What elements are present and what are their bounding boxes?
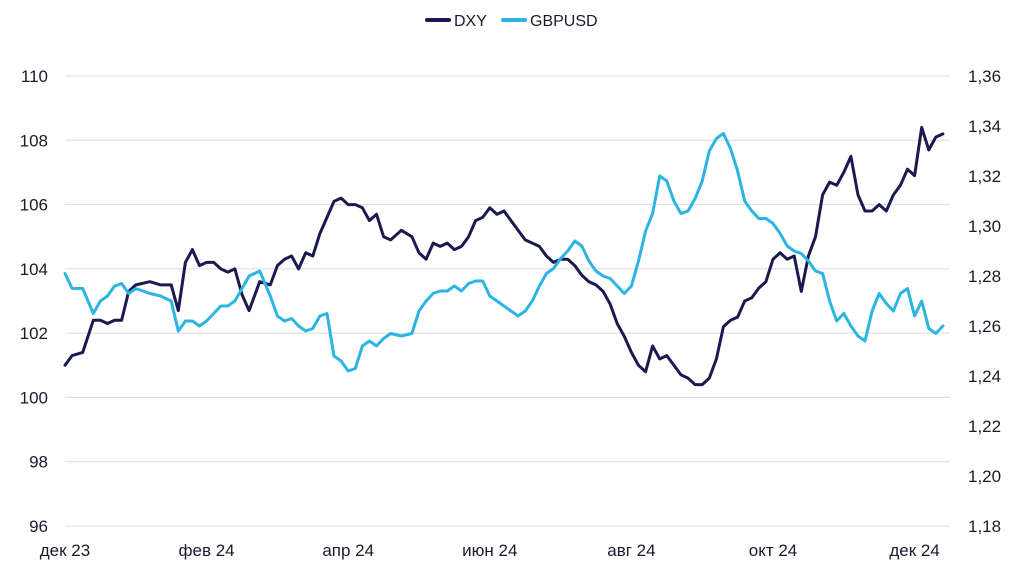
gridlines [65,75,950,527]
x-tick-label: окт 24 [749,541,798,560]
x-tick-label: июн 24 [462,541,517,560]
right-tick-label: 1,34 [968,117,1001,136]
left-tick-label: 96 [29,517,48,536]
right-tick-label: 1,32 [968,167,1001,186]
left-tick-label: 100 [20,388,48,407]
legend: DXY GBPUSD [425,13,598,30]
x-tick-label: апр 24 [322,541,374,560]
right-tick-label: 1,36 [968,67,1001,86]
x-tick-label: фев 24 [179,541,235,560]
left-tick-label: 106 [20,196,48,215]
right-tick-label: 1,28 [968,267,1001,286]
series-line-dxy [63,125,945,387]
right-tick-label: 1,24 [968,367,1001,386]
right-axis-ticks: 1,18 1,20 1,22 1,24 1,26 1,28 1,30 1,32 1,34 1,36 [968,67,1001,536]
x-axis-ticks: дек 23 фев 24 апр 24 июн 24 авг 24 окт 24 дек … [40,541,940,560]
right-tick-label: 1,20 [968,467,1001,486]
series-line-gbpusd [63,132,945,373]
right-tick-label: 1,22 [968,417,1001,436]
left-tick-label: 110 [21,67,48,86]
right-tick-label: 1,30 [968,217,1001,236]
left-tick-label: 102 [20,324,48,343]
left-tick-label: 104 [20,260,48,279]
x-tick-label: дек 23 [40,541,90,560]
left-tick-label: 108 [20,131,48,150]
right-tick-label: 1,18 [968,517,1001,536]
left-tick-label: 98 [29,453,48,472]
legend-label-gbpusd: GBPUSD [530,13,598,30]
x-tick-label: дек 24 [889,541,939,560]
left-axis-ticks: 96 98 100 102 104 106 108 110 [20,67,48,536]
right-tick-label: 1,26 [968,317,1001,336]
legend-label-dxy: DXY [454,13,487,30]
series-lines [63,125,945,387]
x-tick-label: авг 24 [607,541,655,560]
